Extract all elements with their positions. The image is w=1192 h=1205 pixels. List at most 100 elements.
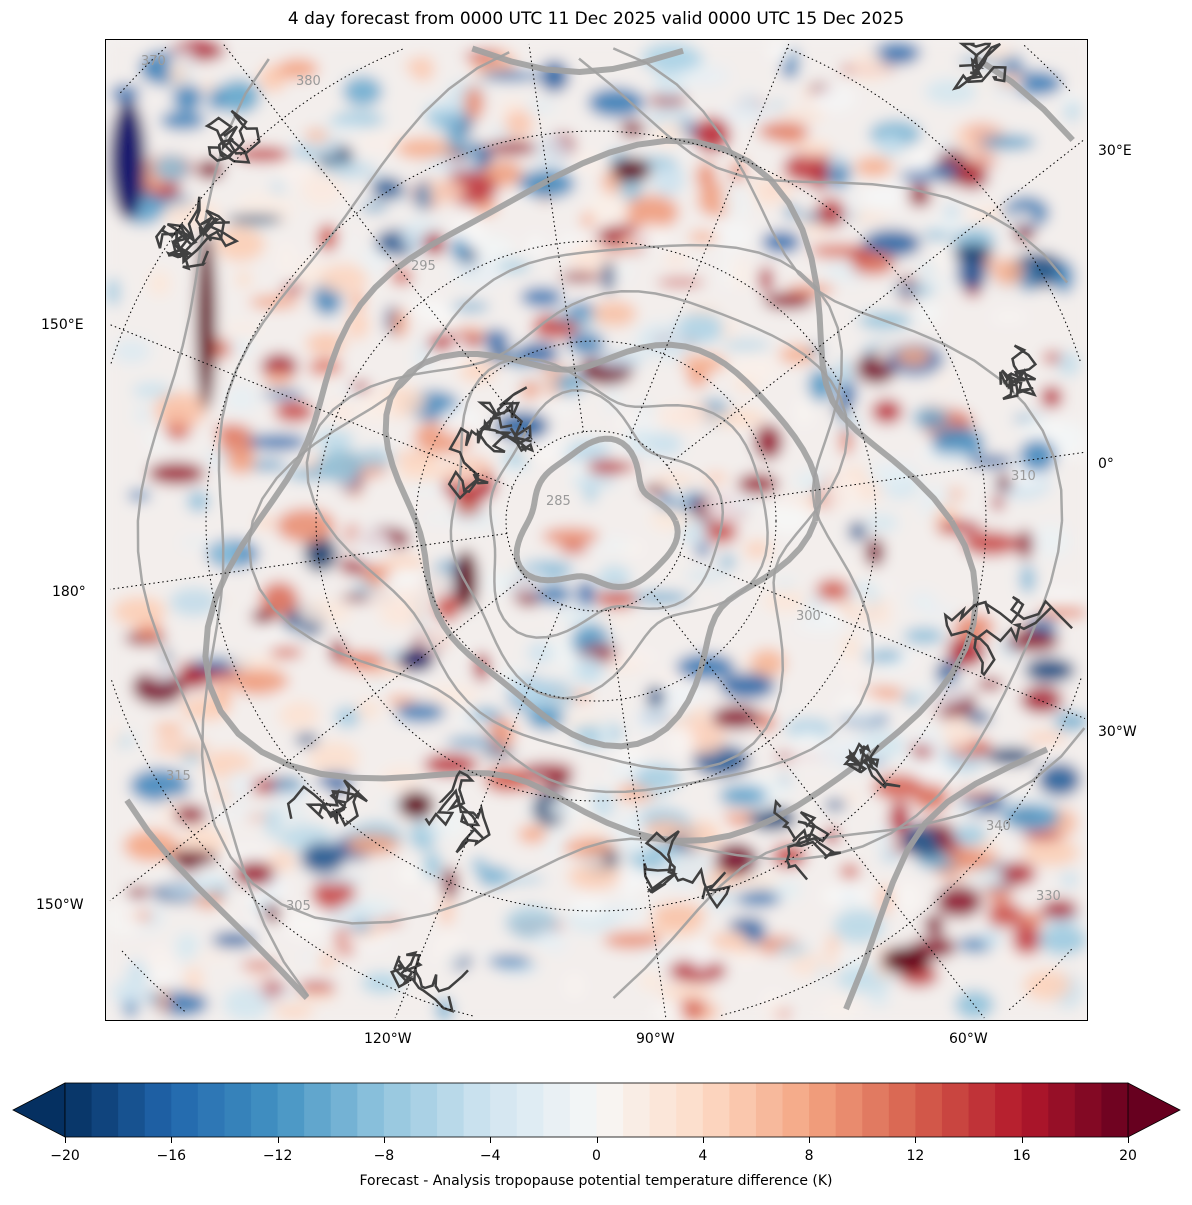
field-anomaly bbox=[361, 971, 403, 994]
field-anomaly bbox=[337, 898, 396, 924]
field-anomaly bbox=[152, 738, 210, 756]
field-anomaly bbox=[471, 857, 488, 873]
field-anomaly bbox=[445, 736, 500, 748]
field-anomaly bbox=[274, 400, 315, 423]
colorbar-swatch bbox=[65, 1083, 93, 1137]
field-anomaly bbox=[263, 370, 294, 387]
field-anomaly bbox=[695, 543, 711, 557]
field-anomaly bbox=[659, 851, 714, 887]
colorbar-swatch bbox=[702, 1083, 730, 1137]
colorbar-swatch bbox=[888, 1083, 916, 1137]
colorbar-swatch bbox=[197, 1083, 225, 1137]
field-anomaly bbox=[334, 706, 361, 728]
field-anomaly bbox=[106, 724, 121, 747]
field-anomaly bbox=[106, 902, 140, 935]
field-anomaly bbox=[410, 56, 435, 82]
field-anomaly bbox=[992, 257, 1025, 287]
field-anomaly bbox=[891, 283, 936, 297]
field-anomaly bbox=[179, 826, 227, 858]
field-anomaly bbox=[594, 350, 646, 369]
field-anomaly bbox=[558, 272, 602, 283]
field-anomaly bbox=[878, 56, 915, 65]
colorbar-tick-mark bbox=[490, 1137, 492, 1143]
field-anomaly bbox=[1022, 838, 1080, 867]
field-anomaly bbox=[651, 161, 686, 197]
field-anomaly bbox=[439, 897, 455, 927]
field-anomaly bbox=[112, 596, 166, 627]
field-anomaly bbox=[356, 700, 380, 720]
field-anomaly bbox=[169, 587, 219, 617]
field-anomaly bbox=[1024, 657, 1076, 683]
colorbar-extend-high bbox=[1127, 1082, 1181, 1138]
field-anomaly bbox=[382, 672, 430, 697]
contour-line bbox=[200, 47, 1064, 925]
field-anomaly bbox=[656, 278, 705, 287]
field-anomaly bbox=[622, 194, 679, 230]
field-anomaly bbox=[778, 344, 817, 365]
field-anomaly bbox=[616, 413, 660, 433]
field-anomaly bbox=[397, 862, 425, 885]
contour-label: 380 bbox=[296, 74, 321, 89]
colorbar-tick-label: −12 bbox=[262, 1148, 293, 1164]
field-anomaly bbox=[665, 252, 686, 268]
field-anomaly bbox=[321, 137, 341, 158]
field-anomaly bbox=[640, 971, 660, 991]
field-anomaly bbox=[620, 120, 645, 138]
coastline bbox=[424, 770, 491, 854]
colorbar-swatch bbox=[383, 1083, 411, 1137]
field-anomaly bbox=[648, 94, 688, 107]
field-anomaly bbox=[583, 537, 631, 554]
lon-label-30e: 30°E bbox=[1098, 143, 1132, 159]
colorbar-tick-label: 0 bbox=[592, 1148, 601, 1164]
field-anomaly bbox=[222, 986, 271, 1020]
meridian-line bbox=[222, 43, 541, 451]
field-anomaly bbox=[300, 842, 346, 874]
field-anomaly bbox=[876, 596, 891, 629]
colorbar-swatch bbox=[995, 1083, 1023, 1137]
field-anomaly bbox=[539, 60, 570, 93]
field-anomaly bbox=[145, 946, 176, 973]
field-anomaly bbox=[157, 988, 171, 1015]
colorbar-extend-low bbox=[12, 1082, 66, 1138]
field-anomaly bbox=[909, 591, 937, 611]
field-anomaly bbox=[602, 775, 616, 792]
field-anomaly bbox=[421, 685, 480, 707]
field-anomaly bbox=[414, 181, 432, 211]
field-anomaly bbox=[737, 473, 779, 495]
field-anomaly bbox=[277, 58, 319, 80]
latitude-circle bbox=[315, 240, 877, 802]
field-anomaly bbox=[999, 861, 1036, 886]
field-anomaly bbox=[226, 451, 256, 475]
field-anomaly bbox=[147, 462, 206, 485]
field-anomaly bbox=[300, 170, 343, 207]
colorbar-swatch bbox=[809, 1083, 837, 1137]
field-anomaly bbox=[954, 990, 994, 1020]
field-anomaly bbox=[526, 641, 554, 665]
contour-label: 295 bbox=[411, 259, 436, 274]
field-anomaly bbox=[738, 91, 758, 115]
field-anomaly bbox=[303, 952, 316, 962]
field-anomaly bbox=[316, 448, 364, 482]
field-anomaly bbox=[330, 316, 346, 327]
colorbar-tick-label: −20 bbox=[50, 1148, 80, 1164]
field-anomaly bbox=[534, 929, 567, 954]
field-anomaly bbox=[317, 224, 339, 252]
field-anomaly bbox=[224, 323, 263, 334]
field-anomaly bbox=[848, 521, 867, 542]
coastline bbox=[943, 595, 1073, 677]
field-anomaly bbox=[381, 555, 426, 571]
field-anomaly bbox=[771, 100, 785, 110]
field-anomaly bbox=[996, 473, 1012, 493]
colorbar-swatch bbox=[118, 1083, 146, 1137]
field-anomaly bbox=[603, 932, 663, 949]
contour-label: 315 bbox=[166, 769, 191, 784]
colorbar-swatch bbox=[357, 1083, 385, 1137]
field-anomaly bbox=[669, 725, 695, 757]
field-anomaly bbox=[931, 426, 985, 461]
field-anomaly bbox=[754, 424, 783, 460]
field-anomaly bbox=[901, 823, 948, 858]
contour-label: 285 bbox=[546, 494, 571, 509]
coastline bbox=[476, 408, 535, 453]
field-anomaly bbox=[394, 450, 440, 465]
field-anomaly bbox=[106, 277, 120, 307]
